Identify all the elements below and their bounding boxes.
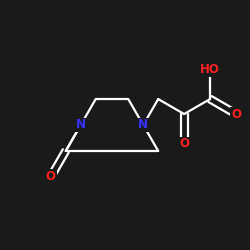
Text: HO: HO: [200, 62, 220, 76]
Text: O: O: [46, 170, 56, 183]
Text: N: N: [76, 118, 86, 132]
Text: N: N: [138, 118, 148, 132]
Text: O: O: [179, 138, 189, 150]
Text: O: O: [231, 108, 241, 120]
